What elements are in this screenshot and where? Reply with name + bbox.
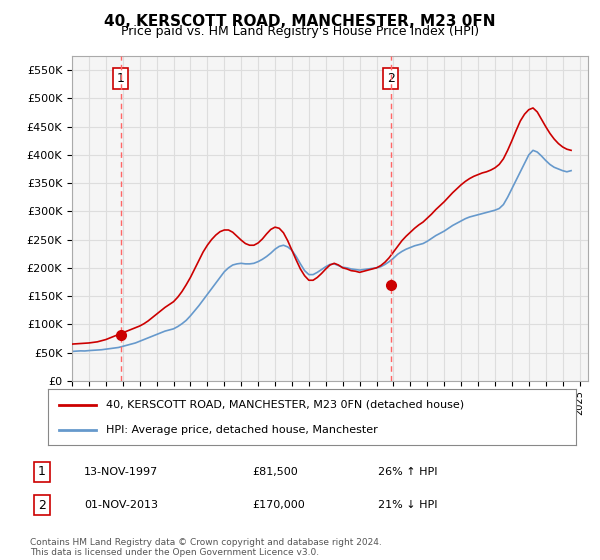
- Text: 1: 1: [116, 72, 124, 85]
- Text: £81,500: £81,500: [252, 467, 298, 477]
- Text: 26% ↑ HPI: 26% ↑ HPI: [378, 467, 437, 477]
- Text: 2: 2: [38, 499, 46, 512]
- Text: HPI: Average price, detached house, Manchester: HPI: Average price, detached house, Manc…: [106, 424, 378, 435]
- Text: 40, KERSCOTT ROAD, MANCHESTER, M23 0FN: 40, KERSCOTT ROAD, MANCHESTER, M23 0FN: [104, 14, 496, 29]
- Text: 21% ↓ HPI: 21% ↓ HPI: [378, 500, 437, 510]
- Text: 13-NOV-1997: 13-NOV-1997: [84, 467, 158, 477]
- Text: 40, KERSCOTT ROAD, MANCHESTER, M23 0FN (detached house): 40, KERSCOTT ROAD, MANCHESTER, M23 0FN (…: [106, 400, 464, 410]
- Text: 1: 1: [38, 465, 46, 478]
- Text: £170,000: £170,000: [252, 500, 305, 510]
- Text: Price paid vs. HM Land Registry's House Price Index (HPI): Price paid vs. HM Land Registry's House …: [121, 25, 479, 38]
- Text: 2: 2: [386, 72, 395, 85]
- Text: 01-NOV-2013: 01-NOV-2013: [84, 500, 158, 510]
- Text: Contains HM Land Registry data © Crown copyright and database right 2024.
This d: Contains HM Land Registry data © Crown c…: [30, 538, 382, 557]
